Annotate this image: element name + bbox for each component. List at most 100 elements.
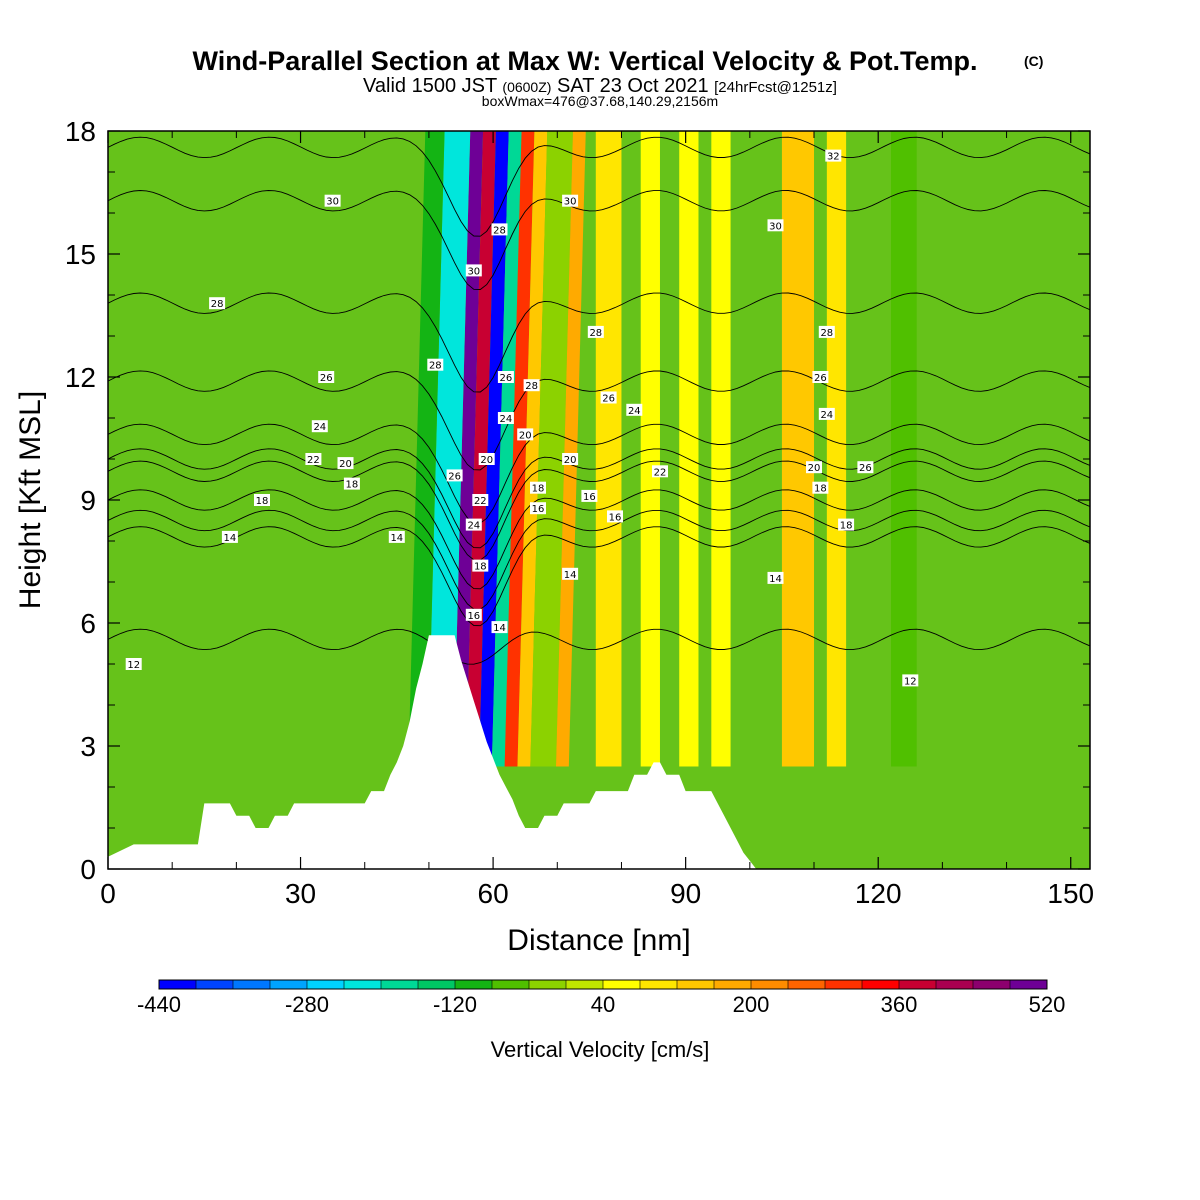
x-tick-label-120: 120	[855, 878, 902, 909]
colorbar-label: Vertical Velocity [cm/s]	[491, 1037, 710, 1062]
vv-band-14	[711, 131, 731, 767]
colorbar-tick-5: 360	[881, 992, 918, 1017]
contour-label-45: 30	[767, 219, 784, 232]
x-tick-label-0: 0	[100, 878, 116, 909]
vv-band-12	[640, 131, 660, 767]
theta-contour-26	[108, 370, 1090, 471]
svg-text:16: 16	[609, 512, 622, 523]
colorbar-tick-6: 520	[1029, 992, 1066, 1017]
contour-label-1: 12	[902, 674, 919, 687]
svg-text:18: 18	[256, 496, 269, 507]
y-tick-label-15: 15	[65, 239, 96, 270]
colorbar-tick-labels: -440 -280 -120 40 200 360 520	[137, 992, 1065, 1017]
colorbar-cell-12	[603, 980, 641, 989]
vertical-velocity-field	[408, 131, 917, 767]
colorbar	[158, 979, 1048, 990]
svg-text:26: 26	[320, 373, 333, 384]
contour-label-31: 26	[446, 469, 463, 482]
y-tick-label-18: 18	[65, 116, 96, 147]
svg-text:20: 20	[519, 430, 532, 441]
contour-label-24: 20	[806, 461, 822, 474]
contour-label-40: 28	[587, 325, 604, 339]
potential-temperature-contours	[108, 136, 1090, 665]
colorbar-cell-11	[566, 980, 604, 989]
colorbar-tick-3: 40	[591, 992, 615, 1017]
svg-text:26: 26	[602, 394, 615, 405]
svg-text:24: 24	[628, 406, 641, 417]
vv-band-8	[530, 131, 573, 767]
svg-text:22: 22	[474, 496, 487, 507]
contour-label-0: 12	[125, 658, 142, 671]
svg-text:24: 24	[467, 521, 480, 532]
colorbar-cell-22	[973, 980, 1011, 989]
contour-label-group: 12 12 14 14 14 14 14 16 16 16 16 18 18 18 18 18 18 22 22 22…	[125, 149, 919, 687]
contour-label-22: 20	[517, 428, 534, 441]
colorbar-cell-21	[936, 980, 974, 989]
contour-label-30: 26	[318, 371, 335, 384]
svg-text:18: 18	[474, 562, 487, 573]
y-axis-label: Height [Kft MSL]	[14, 391, 47, 609]
vv-band-9	[555, 131, 586, 767]
svg-text:18: 18	[532, 484, 545, 495]
theta-contour-30	[108, 190, 1090, 290]
vv-band-0	[453, 131, 484, 767]
vv-band-6	[427, 131, 471, 767]
theta-contour-32	[108, 136, 1090, 237]
svg-text:26: 26	[814, 373, 827, 384]
svg-text:16: 16	[583, 492, 596, 503]
svg-text:20: 20	[339, 459, 352, 470]
colorbar-tick-0: -440	[137, 992, 181, 1017]
colorbar-cell-18	[825, 980, 863, 989]
contour-label-3: 14	[388, 530, 405, 544]
contour-label-35: 26	[857, 461, 874, 474]
x-axis-label: Distance [nm]	[507, 924, 690, 957]
svg-text:18: 18	[840, 521, 853, 532]
theta-contour-16	[108, 509, 1090, 610]
colorbar-cell-16	[751, 980, 789, 989]
svg-text:14: 14	[390, 533, 403, 544]
vv-band-11	[595, 131, 622, 767]
theta-contour-12	[108, 628, 1090, 665]
svg-text:14: 14	[493, 623, 506, 634]
svg-text:28: 28	[493, 225, 506, 236]
vv-band-3	[491, 131, 522, 767]
svg-text:24: 24	[313, 422, 326, 433]
svg-text:16: 16	[532, 504, 545, 515]
y-tick-label-12: 12	[65, 362, 96, 393]
svg-text:22: 22	[654, 467, 667, 478]
theta-contour-24	[108, 423, 1090, 524]
plot-area: 12 12 14 14 14 14 14 16 16 16 16 18 18 18 18 18 18 22 22 22…	[108, 131, 1090, 869]
svg-text:24: 24	[820, 410, 833, 421]
contour-label-32: 26	[497, 371, 514, 384]
colorbar-cell-14	[677, 980, 715, 989]
svg-text:24: 24	[500, 414, 513, 425]
x-axis-ticks: 0 30 60 90 120 150	[100, 131, 1094, 909]
svg-text:26: 26	[500, 373, 513, 384]
colorbar-cell-10	[529, 980, 567, 989]
svg-text:30: 30	[467, 266, 480, 277]
vv-band-15	[826, 131, 847, 767]
colorbar-cell-0	[159, 980, 197, 989]
contour-label-4: 14	[767, 571, 784, 585]
y-tick-label-6: 6	[80, 608, 96, 639]
colorbar-cell-6	[381, 980, 419, 989]
contour-label-39: 28	[523, 379, 540, 392]
contour-label-25: 24	[311, 420, 328, 433]
theta-contour-18	[108, 489, 1090, 590]
contour-label-7: 16	[607, 510, 623, 523]
contour-label-23: 20	[562, 453, 579, 466]
svg-text:20: 20	[564, 455, 577, 466]
contour-label-27: 24	[497, 412, 514, 425]
contour-label-26: 24	[465, 518, 482, 532]
contour-label-41: 28	[818, 325, 835, 339]
chart-title: Wind-Parallel Section at Max W: Vertical…	[193, 46, 978, 76]
x-tick-label-150: 150	[1047, 878, 1094, 909]
contour-label-6: 14	[491, 621, 508, 634]
theta-contour-14	[108, 526, 1090, 627]
contour-label-12: 18	[343, 477, 360, 491]
svg-text:18: 18	[814, 484, 827, 495]
contour-label-36: 28	[209, 297, 226, 310]
colorbar-cell-8	[455, 980, 493, 989]
y-tick-label-9: 9	[80, 485, 96, 516]
forecast-info: [24hrFcst@1251z]	[714, 79, 837, 96]
